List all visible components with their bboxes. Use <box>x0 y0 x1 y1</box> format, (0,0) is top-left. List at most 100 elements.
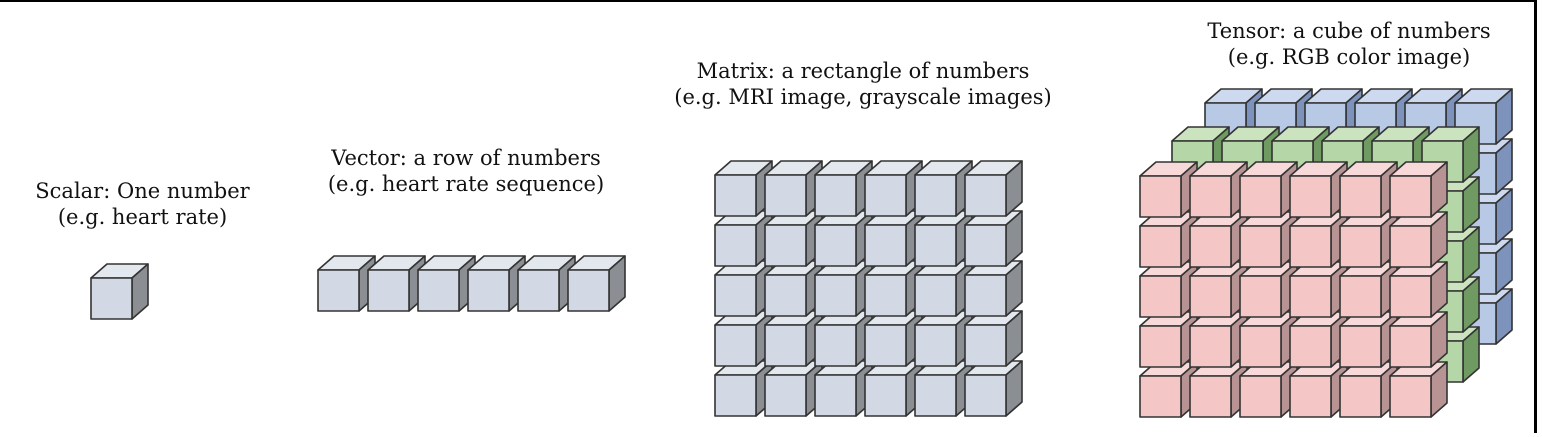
tensor-layer-red-cell <box>1239 161 1298 218</box>
vector-cubes-cell <box>417 255 476 312</box>
tensor-layer-red-cell <box>1289 161 1348 218</box>
matrix-cubes-cell <box>714 160 773 217</box>
cube-front-face <box>914 274 957 317</box>
tensor-layer-red-cell <box>1289 261 1348 318</box>
tensor-label: Tensor: a cube of numbers (e.g. RGB colo… <box>1160 18 1538 70</box>
cube-front-face <box>814 174 857 217</box>
cube-front-face <box>1289 375 1332 418</box>
cube-front-face <box>1239 275 1282 318</box>
matrix-cubes-cell <box>814 360 873 417</box>
cube-front-face <box>1339 175 1382 218</box>
matrix-cubes-cell <box>914 310 973 367</box>
matrix-cubes-cell <box>814 210 873 267</box>
matrix-cubes-cell <box>914 260 973 317</box>
matrix-cubes-cell <box>764 260 823 317</box>
cube-front-face <box>764 224 807 267</box>
cube-front-face <box>1139 275 1182 318</box>
matrix-cubes-cell <box>714 360 773 417</box>
tensor-layer-red-cell <box>1139 311 1198 368</box>
matrix-cubes-cell <box>714 310 773 367</box>
cube-front-face <box>764 274 807 317</box>
tensor-example: (e.g. RGB color image) <box>1227 45 1471 69</box>
cube-front-face <box>90 277 133 320</box>
tensor-layer-red-cell <box>1189 261 1248 318</box>
tensor-layer-red-cell <box>1139 261 1198 318</box>
cube-front-face <box>1189 275 1232 318</box>
vector-label: Vector: a row of numbers (e.g. heart rat… <box>280 145 652 197</box>
matrix-cubes-cell <box>914 160 973 217</box>
tensor-layer-red-cell <box>1339 261 1398 318</box>
cube-front-face <box>964 274 1007 317</box>
cube-front-face <box>1339 275 1382 318</box>
cube-front-face <box>1289 325 1332 368</box>
matrix-cubes-cell <box>864 260 923 317</box>
tensor-layer-red <box>1139 161 1448 418</box>
cube-front-face <box>1239 225 1282 268</box>
cube-front-face <box>1339 325 1382 368</box>
matrix-cubes-cell <box>864 210 923 267</box>
cube-front-face <box>764 374 807 417</box>
matrix-cubes-cell <box>764 310 823 367</box>
tensor-layer-red-cell <box>1189 311 1248 368</box>
matrix-cubes-cell <box>714 210 773 267</box>
cube-front-face <box>914 324 957 367</box>
cube-front-face <box>1189 375 1232 418</box>
cube-front-face <box>914 174 957 217</box>
cube-front-face <box>814 274 857 317</box>
vector-example: (e.g. heart rate sequence) <box>327 172 605 196</box>
matrix-cubes-cell <box>914 360 973 417</box>
cube-front-face <box>764 324 807 367</box>
matrix-cubes-cell <box>764 360 823 417</box>
matrix-cubes-cell <box>964 360 1023 417</box>
cube-front-face <box>814 374 857 417</box>
tensor-layer-red-cell <box>1339 311 1398 368</box>
tensor-layer-red-cell <box>1289 211 1348 268</box>
matrix-cubes-cell <box>964 310 1023 367</box>
cube-front-face <box>714 374 757 417</box>
cube-front-face <box>417 269 460 312</box>
cube-front-face <box>864 374 907 417</box>
cube-front-face <box>1239 325 1282 368</box>
scalar-cube-cell <box>90 263 149 320</box>
cube-front-face <box>814 224 857 267</box>
matrix-cubes-cell <box>764 160 823 217</box>
tensor-layer-red-cell <box>1339 361 1398 418</box>
tensor-layer-red-cell <box>1389 261 1448 318</box>
cube-front-face <box>1189 225 1232 268</box>
scalar-cube <box>90 263 149 320</box>
cube-front-face <box>1339 225 1382 268</box>
tensor-layer-red-cell <box>1239 261 1298 318</box>
tensor-layer-red-cell <box>1289 361 1348 418</box>
cube-front-face <box>714 324 757 367</box>
matrix-cubes-cell <box>864 160 923 217</box>
cube-front-face <box>1239 175 1282 218</box>
cube-front-face <box>1289 275 1332 318</box>
cube-front-face <box>517 269 560 312</box>
cube-front-face <box>914 224 957 267</box>
cube-front-face <box>1389 325 1432 368</box>
cube-front-face <box>1139 175 1182 218</box>
matrix-example: (e.g. MRI image, grayscale images) <box>674 85 1052 109</box>
cube-front-face <box>367 269 410 312</box>
cube-front-face <box>964 224 1007 267</box>
matrix-cubes-cell <box>964 210 1023 267</box>
tensor-layer-red-cell <box>1189 211 1248 268</box>
cube-front-face <box>764 174 807 217</box>
matrix-label: Matrix: a rectangle of numbers (e.g. MRI… <box>608 58 1118 110</box>
vector-cubes-cell <box>517 255 576 312</box>
scalar-title: Scalar: One number <box>35 179 250 203</box>
vector-title: Vector: a row of numbers <box>331 146 601 170</box>
cube-front-face <box>914 374 957 417</box>
tensor-layer-red-cell <box>1339 161 1398 218</box>
cube-front-face <box>1289 175 1332 218</box>
cube-front-face <box>714 274 757 317</box>
cube-front-face <box>1389 375 1432 418</box>
matrix-cubes-cell <box>814 260 873 317</box>
cube-front-face <box>864 174 907 217</box>
matrix-cubes <box>714 160 1023 417</box>
cube-front-face <box>1389 225 1432 268</box>
tensor-layer-red-cell <box>1189 361 1248 418</box>
cube-front-face <box>864 224 907 267</box>
cube-front-face <box>1389 175 1432 218</box>
tensor-layer-red-cell <box>1389 161 1448 218</box>
